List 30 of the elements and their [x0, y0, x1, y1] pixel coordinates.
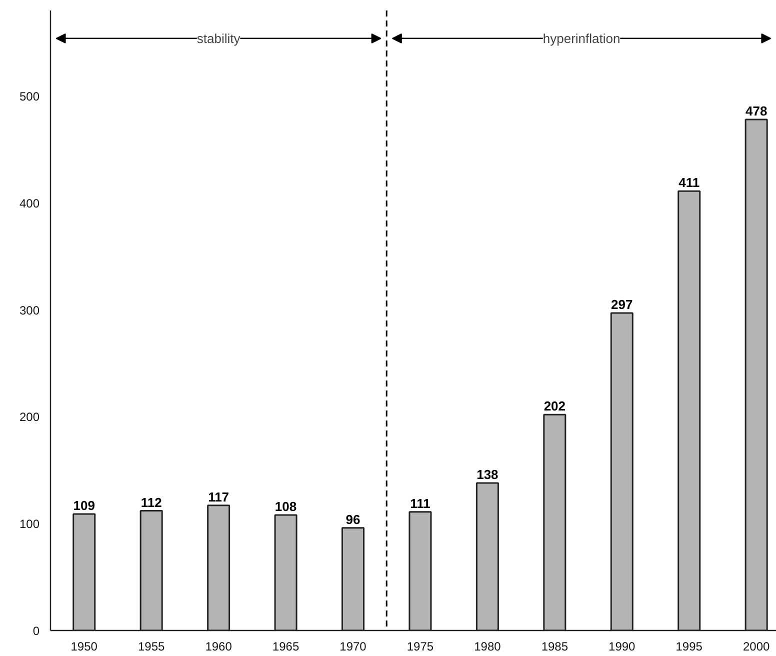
- x-tick-label: 1970: [340, 640, 367, 654]
- x-tick-label: 1980: [474, 640, 502, 654]
- x-tick-label: 1975: [406, 640, 434, 654]
- data-label: 202: [544, 398, 566, 414]
- y-tick-label: 200: [19, 410, 40, 424]
- x-tick-label: 1990: [608, 640, 636, 654]
- data-label: 112: [140, 494, 162, 510]
- annotation: stability: [196, 30, 241, 46]
- data-label: 411: [678, 175, 700, 190]
- y-tick-label: 0: [32, 624, 40, 638]
- data-label: 108: [274, 499, 297, 514]
- x-tick-label: 1955: [138, 640, 166, 654]
- data-label: 111: [410, 496, 430, 511]
- x-tick-label: 1985: [541, 640, 568, 654]
- data-label: 478: [745, 104, 768, 119]
- y-tick-label: 400: [19, 196, 40, 210]
- y-tick-label: 500: [19, 90, 40, 104]
- x-tick-label: 1965: [272, 640, 300, 654]
- x-tick-label: 1950: [70, 640, 98, 654]
- x-tick-label: 2000: [742, 640, 770, 654]
- data-label: 96: [346, 512, 360, 527]
- data-label: 117: [208, 489, 230, 504]
- data-label: 138: [476, 466, 498, 482]
- annotation: hyperinflation: [542, 30, 620, 46]
- x-tick-label: 1995: [676, 640, 703, 654]
- y-tick-label: 100: [19, 517, 40, 532]
- data-label: 297: [611, 297, 633, 312]
- data-label: 109: [73, 498, 95, 513]
- y-tick-label: 300: [19, 303, 40, 318]
- x-tick-label: 1960: [205, 640, 232, 654]
